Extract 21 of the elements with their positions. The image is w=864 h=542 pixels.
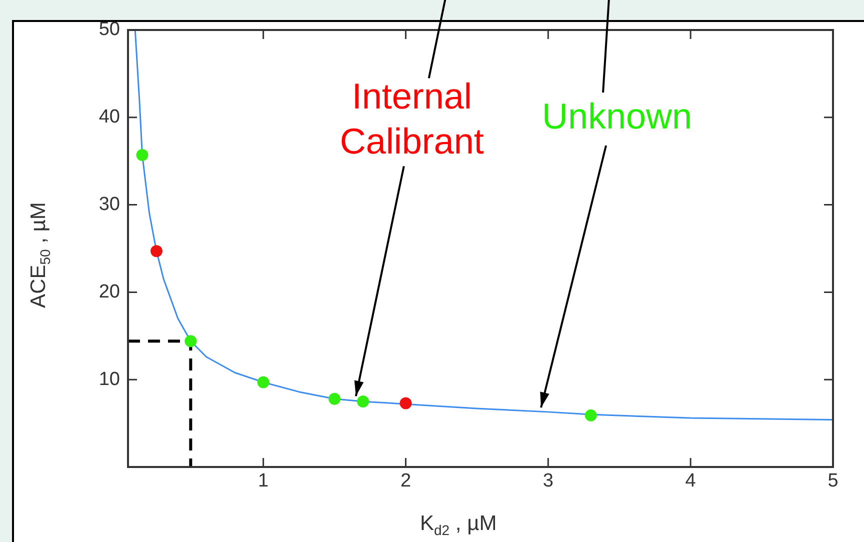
point bbox=[136, 148, 148, 161]
y-tick-label: 50 bbox=[98, 19, 120, 40]
annotation: Internal Calibrant bbox=[340, 76, 484, 162]
point bbox=[328, 392, 341, 405]
x-tick-label: 1 bbox=[258, 470, 269, 492]
x-tick-label: 5 bbox=[828, 470, 838, 492]
y-tick-label: 10 bbox=[98, 368, 120, 390]
point bbox=[150, 245, 162, 258]
x-tick-label: 3 bbox=[542, 470, 554, 492]
x-axis-title: K$_{d2}$ , µM bbox=[420, 512, 497, 538]
y-tick-label: 20 bbox=[98, 281, 120, 302]
y-tick-label: 40 bbox=[98, 106, 120, 128]
annotation: Unknown bbox=[542, 95, 692, 136]
point bbox=[584, 409, 597, 422]
point bbox=[184, 335, 197, 348]
y-tick-label: 30 bbox=[98, 194, 120, 216]
x-tick-label: 4 bbox=[685, 470, 696, 492]
point bbox=[357, 395, 369, 408]
point bbox=[400, 397, 412, 410]
x-tick-label: 2 bbox=[400, 470, 412, 492]
point bbox=[257, 376, 270, 388]
